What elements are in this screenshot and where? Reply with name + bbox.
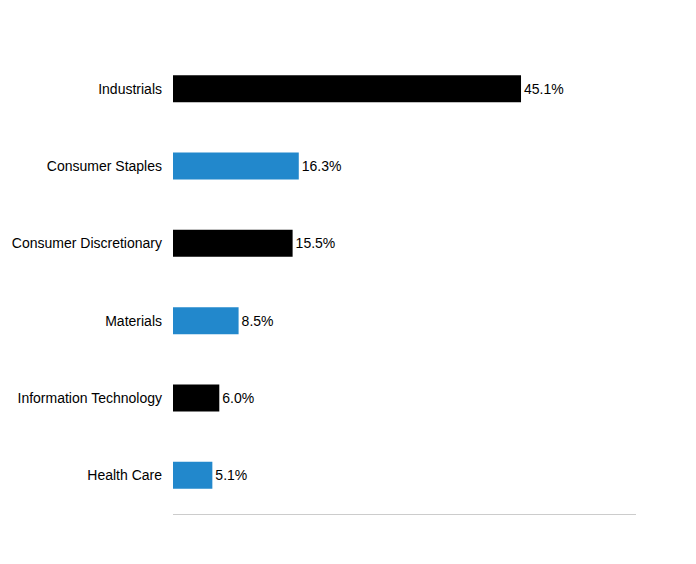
svg-text:Materials: Materials	[105, 313, 162, 329]
svg-text:5.1%: 5.1%	[215, 467, 247, 483]
svg-text:Consumer Discretionary: Consumer Discretionary	[12, 235, 162, 251]
svg-text:45.1%: 45.1%	[524, 81, 564, 97]
svg-text:Industrials: Industrials	[98, 81, 162, 97]
svg-text:16.3%: 16.3%	[302, 158, 342, 174]
svg-text:Consumer Staples: Consumer Staples	[47, 158, 162, 174]
svg-text:Information Technology: Information Technology	[18, 390, 163, 406]
svg-text:6.0%: 6.0%	[222, 390, 254, 406]
svg-text:8.5%: 8.5%	[242, 313, 274, 329]
svg-text:15.5%: 15.5%	[296, 235, 336, 251]
svg-text:Health Care: Health Care	[87, 467, 162, 483]
